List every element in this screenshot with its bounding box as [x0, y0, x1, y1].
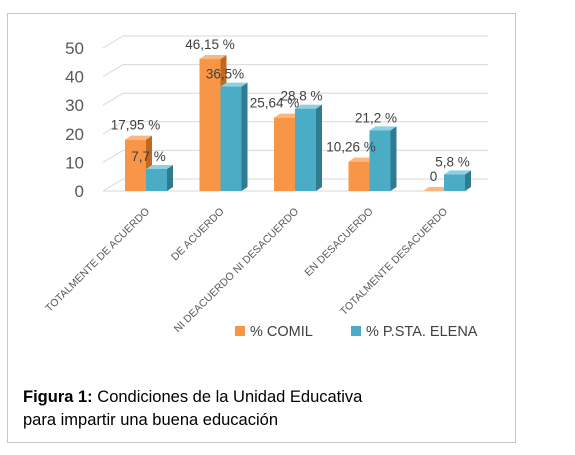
data-label: 17,95 % — [111, 118, 161, 133]
caption-label: Figura 1: — [23, 388, 93, 406]
data-label: 10,26 % — [326, 140, 376, 155]
y-tick-label: 50 — [65, 39, 84, 58]
x-tick-label: DE ACUERDO — [169, 206, 227, 264]
data-label: 28,8 % — [280, 89, 322, 104]
bar-psta-elena-1 — [220, 82, 248, 191]
caption-text-line1: Condiciones de la Unidad Educativa — [92, 388, 363, 406]
data-label: 36,5% — [206, 67, 244, 82]
legend-entry-psta-elena: % P.STA. ELENA — [351, 324, 478, 340]
gridline-10 — [102, 149, 488, 163]
caption-text-line2: para impartir una buena educación — [23, 411, 279, 429]
data-label: 7,7 % — [131, 149, 166, 164]
gridline-30 — [102, 92, 488, 106]
gridline-50 — [102, 35, 488, 49]
legend-label: % P.STA. ELENA — [366, 324, 478, 340]
y-tick-label: 10 — [65, 153, 84, 172]
legend-swatch — [235, 326, 245, 336]
figure-caption: Figura 1: Condiciones de la Unidad Educa… — [23, 386, 493, 432]
x-tick-label: NI DEACUERDO NI DESACUERDO — [172, 206, 301, 335]
legend-entry-comil: % COMIL — [235, 324, 313, 340]
bar-comil-4 — [423, 187, 450, 191]
y-axis-ticks: 0 10 20 30 40 50 — [65, 39, 84, 201]
y-tick-label: 30 — [65, 96, 84, 115]
y-tick-label: 20 — [65, 125, 84, 144]
bar-psta-elena-0 — [146, 164, 173, 191]
y-tick-label: 40 — [65, 68, 84, 87]
data-label: 0 — [430, 169, 438, 184]
x-tick-label: EN DESACUERDO — [302, 206, 375, 279]
data-label: 21,2 % — [355, 110, 397, 125]
data-label: 46,15 % — [185, 37, 235, 52]
gridline-20 — [102, 121, 488, 135]
bar-psta-elena-3 — [369, 126, 397, 191]
y-tick-label: 0 — [75, 182, 84, 201]
bar-psta-elena-2 — [295, 104, 322, 191]
gridline-40 — [102, 64, 488, 78]
bars — [125, 55, 471, 191]
legend-label: % COMIL — [250, 324, 313, 340]
data-labels: 17,95 % 7,7 % 46,15 % 36,5% 25,64 %28,8 % 10,… — [111, 37, 470, 184]
bar-psta-elena-4 — [444, 170, 471, 191]
legend: % COMIL % P.STA. ELENA — [235, 324, 478, 340]
data-label: 25,64 % — [250, 96, 300, 111]
figure-frame — [7, 13, 516, 443]
data-label: 5,8 % — [435, 154, 470, 169]
x-tick-label: TOTALMENTE DE ACUERDO — [43, 206, 152, 315]
legend-swatch — [351, 326, 361, 336]
